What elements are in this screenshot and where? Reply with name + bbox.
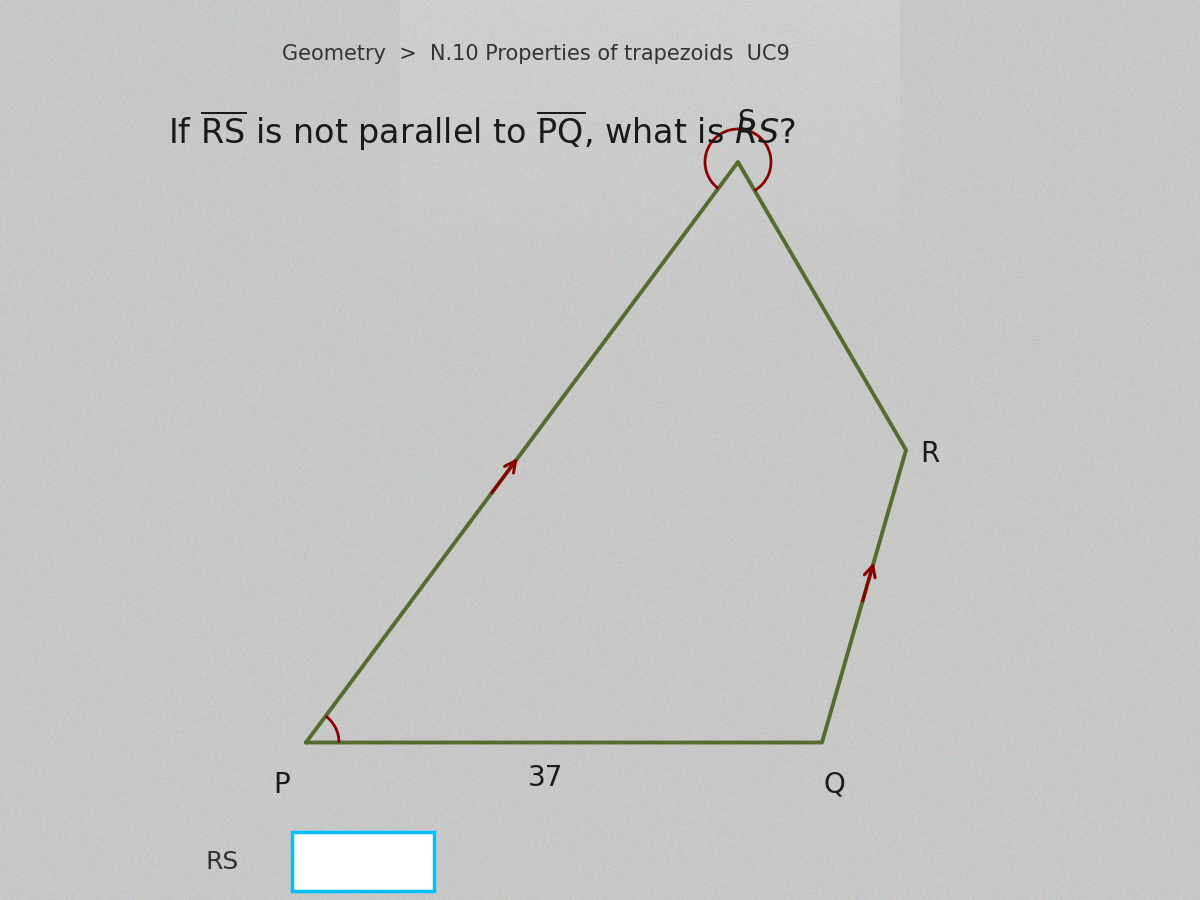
Text: 37: 37 (528, 764, 564, 793)
Text: S: S (738, 107, 755, 136)
FancyBboxPatch shape (292, 832, 434, 891)
Text: R: R (920, 440, 940, 469)
Text: RS: RS (205, 850, 239, 874)
Text: Q: Q (823, 770, 845, 799)
Text: If $\overline{\mathsf{RS}}$ is not parallel to $\overline{\mathsf{PQ}}$, what is: If $\overline{\mathsf{RS}}$ is not paral… (168, 108, 796, 153)
Text: P: P (274, 770, 290, 799)
Text: Geometry  >  N.10 Properties of trapezoids  UC9: Geometry > N.10 Properties of trapezoids… (282, 44, 790, 64)
